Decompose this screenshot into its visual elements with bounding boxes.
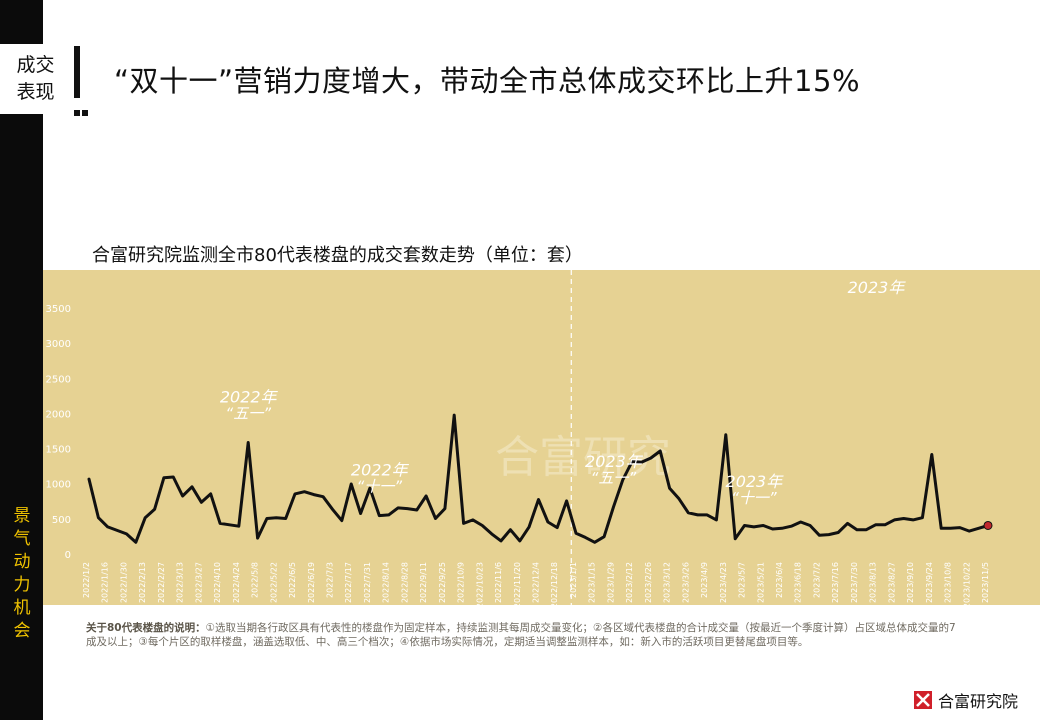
y-tick-label: 0 — [65, 550, 71, 561]
x-tick-label: 2023/9/10 — [906, 562, 915, 603]
last-data-point — [983, 520, 993, 530]
x-tick-label: 2022/9/11 — [419, 562, 428, 603]
x-tick-label: 2023/4/9 — [700, 562, 709, 598]
x-tick-label: 2023/1/1 — [569, 562, 578, 598]
brand-name: 合富研究院 — [937, 692, 1018, 711]
y-tick-label: 500 — [52, 515, 71, 526]
brand-logo-icon — [913, 691, 932, 709]
chart-title: 合富研究院监测全市80代表楼盘的成交套数走势（单位：套） — [92, 245, 583, 266]
year-2023-label: 2023年 — [848, 278, 907, 297]
x-tick-label: 2023/4/23 — [719, 562, 728, 603]
x-tick-label: 2023/7/2 — [812, 562, 821, 598]
section-tag: 成交表现 — [0, 44, 71, 114]
x-tick-label: 2022/12/4 — [532, 562, 541, 603]
x-tick-label: 2022/4/10 — [213, 562, 222, 603]
x-tick-label: 2023/2/12 — [625, 562, 634, 603]
y-tick-label: 2000 — [46, 409, 71, 420]
note-text: ①选取当期各行政区具有代表性的楼盘作为固定样本，持续监测其每周成交量变化；②各区… — [86, 622, 956, 648]
peak-annotation-holiday: “十一” — [731, 489, 777, 507]
x-tick-label: 2022/9/25 — [438, 562, 447, 603]
peak-annotation-year: 2022年 — [220, 388, 279, 407]
x-tick-label: 2023/10/22 — [962, 562, 971, 605]
x-tick-label: 2022/11/6 — [494, 562, 503, 603]
watermark: 合富研究 — [495, 432, 671, 483]
x-tick-label: 2023/5/7 — [738, 562, 747, 598]
series-line — [87, 413, 990, 544]
x-tick-label: 2023/7/30 — [850, 562, 859, 603]
y-tick-label: 1000 — [46, 480, 71, 491]
x-tick-label: 2023/2/26 — [644, 562, 653, 603]
x-tick-label: 2022/12/18 — [550, 562, 559, 605]
title-accent-dot — [74, 110, 80, 116]
y-tick-label: 3500 — [46, 304, 71, 315]
x-tick-label: 2022/11/20 — [513, 562, 522, 605]
x-tick-label: 2022/5/8 — [251, 562, 260, 598]
x-tick-label: 2023/3/12 — [663, 562, 672, 603]
x-tick-label: 2023/6/18 — [794, 562, 803, 603]
note-label: 关于80代表楼盘的说明： — [86, 622, 206, 634]
y-tick-label: 2500 — [46, 374, 71, 385]
x-tick-label: 2023/5/21 — [756, 562, 765, 603]
peak-annotation-holiday: “五一” — [591, 469, 637, 487]
x-tick-label: 2023/9/24 — [925, 562, 934, 603]
x-tick-label: 2022/2/27 — [157, 562, 166, 603]
sidebar-words: 景气 动力 机会 — [13, 506, 31, 641]
peak-annotation-holiday: “十一” — [357, 478, 403, 496]
y-tick-label: 3000 — [46, 339, 71, 350]
x-tick-label: 2022/3/27 — [194, 562, 203, 603]
plot-background — [43, 270, 1040, 605]
x-tick-label: 2022/5/22 — [269, 562, 278, 603]
y-tick-label: 1500 — [46, 445, 71, 456]
x-tick-label: 2022/7/17 — [344, 562, 353, 603]
x-tick-label: 2023/11/5 — [981, 562, 990, 603]
x-tick-label: 2022/6/5 — [288, 562, 297, 598]
page-title: “双十一”营销力度增大，带动全市总体成交环比上升15% — [114, 64, 861, 98]
x-tick-label: 2022/8/14 — [382, 562, 391, 603]
x-tick-label: 2022/1/30 — [119, 562, 128, 603]
x-tick-label: 2022/2/13 — [138, 562, 147, 603]
x-tick-label: 2022/8/28 — [400, 562, 409, 603]
x-tick-label: 2022/7/3 — [325, 562, 334, 598]
brand-logo: 合富研究院 — [913, 688, 1018, 712]
peak-annotation-holiday: “五一” — [225, 405, 271, 423]
x-tick-label: 2023/6/4 — [775, 562, 784, 598]
sidebar — [0, 0, 43, 720]
x-tick-label: 2023/10/8 — [944, 562, 953, 603]
x-tick-label: 2023/1/15 — [588, 562, 597, 603]
x-tick-label: 2022/10/9 — [457, 562, 466, 603]
peak-annotation-year: 2022年 — [351, 461, 410, 480]
x-tick-label: 2022/3/13 — [176, 562, 185, 603]
transaction-chart: 合富研究 2023年 0 500 1000 1500 2000 2500 3000 3500 2… — [43, 270, 1040, 605]
x-tick-label: 2022/7/31 — [363, 562, 372, 603]
x-tick-label: 2023/7/16 — [831, 562, 840, 603]
x-tick-label: 2023/8/27 — [887, 562, 896, 603]
x-tick-label: 2022/6/19 — [307, 562, 316, 603]
chart-note: 关于80代表楼盘的说明：①选取当期各行政区具有代表性的楼盘作为固定样本，持续监测… — [86, 621, 966, 649]
x-tick-label: 2022/4/24 — [232, 562, 241, 603]
x-tick-label: 2022/10/23 — [475, 562, 484, 605]
x-tick-label: 2023/8/13 — [869, 562, 878, 603]
peak-annotation-year: 2023年 — [585, 452, 644, 471]
x-tick-label: 2023/3/26 — [681, 562, 690, 603]
x-tick-label: 2022/1/2 — [82, 562, 91, 598]
peak-annotation-year: 2023年 — [726, 472, 785, 491]
title-accent-bar — [74, 46, 80, 98]
title-accent-dot — [82, 110, 88, 116]
x-tick-label: 2022/1/16 — [101, 562, 110, 603]
x-tick-label: 2023/1/29 — [606, 562, 615, 603]
